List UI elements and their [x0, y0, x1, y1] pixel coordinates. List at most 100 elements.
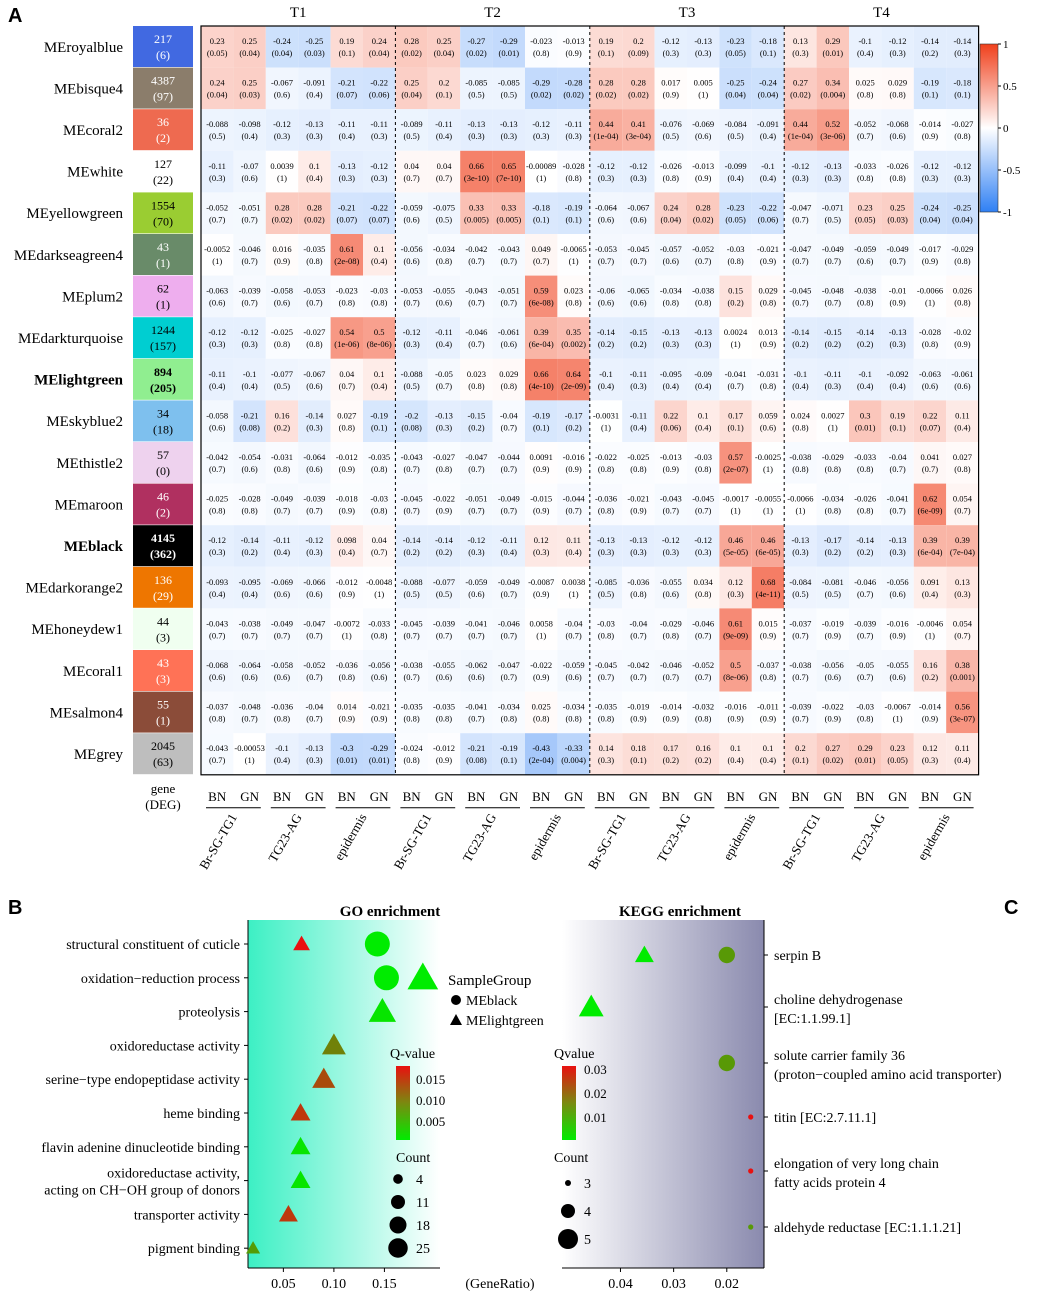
cell-correlation: 0.52	[825, 119, 840, 129]
heatmap-cell	[233, 234, 266, 276]
colorbar	[979, 43, 999, 213]
cell-pvalue: (0.2)	[468, 422, 484, 432]
heatmap-cell	[881, 317, 914, 359]
colorbar-tick-label: 1	[1003, 39, 1009, 51]
heatmap-cell	[913, 483, 947, 526]
cell-pvalue: (0.7)	[468, 506, 484, 516]
cell-correlation: -0.067	[627, 202, 649, 212]
go-term-label: transporter activity	[134, 1208, 240, 1223]
cell-correlation: 0.029	[499, 369, 518, 379]
cell-correlation: -0.034	[822, 494, 845, 504]
cell-correlation: -0.13	[597, 535, 615, 545]
cell-correlation: -0.02	[954, 327, 972, 337]
cell-correlation: 0.18	[631, 743, 646, 753]
module-name: MEplum2	[62, 289, 123, 305]
go-term-label: pigment binding	[148, 1242, 240, 1257]
heatmap-cell	[751, 733, 785, 775]
heatmap-cell	[849, 275, 882, 318]
cell-pvalue: (0.7)	[727, 381, 743, 391]
heatmap-cell	[622, 358, 655, 401]
module-deg-count: (1)	[156, 714, 170, 728]
cell-correlation: -0.13	[889, 327, 907, 337]
cell-correlation: 0.25	[890, 202, 905, 212]
heatmap-cell	[849, 109, 882, 151]
cell-pvalue: (0.8)	[598, 714, 614, 724]
heatmap-cell	[719, 608, 752, 650]
module-gene-count: 136	[154, 573, 172, 587]
cell-correlation: 0.3	[860, 410, 871, 420]
go-point-triangle	[290, 1136, 311, 1155]
heatmap-cell	[201, 650, 234, 692]
heatmap-cell	[492, 525, 525, 567]
cell-correlation: -0.0048	[366, 577, 392, 587]
cell-pvalue: (0.7)	[339, 381, 355, 391]
cell-pvalue: (0.3)	[695, 547, 711, 557]
cell-correlation: -0.085	[498, 78, 520, 88]
cell-pvalue: (0.7)	[857, 589, 873, 599]
cell-pvalue: (0.04)	[725, 90, 746, 100]
module-deg-count: (3)	[156, 630, 170, 644]
cell-pvalue: (0.7)	[922, 464, 938, 474]
cell-pvalue: (0.3)	[889, 547, 905, 557]
cell-correlation: 0.61	[339, 244, 354, 254]
cell-pvalue: (8e-06)	[723, 672, 748, 682]
cell-pvalue: (0.8)	[371, 464, 387, 474]
heatmap-cell	[849, 566, 882, 609]
cell-pvalue: (0.9)	[727, 714, 743, 724]
heatmap-cell	[363, 691, 396, 734]
cell-pvalue: (0.8)	[630, 464, 646, 474]
cell-correlation: -0.15	[630, 327, 648, 337]
heatmap-cell	[201, 358, 234, 401]
heatmap-cell	[622, 483, 655, 526]
heatmap-cell	[654, 691, 687, 734]
heatmap-cell	[946, 442, 979, 484]
cell-pvalue: (0.04)	[369, 48, 390, 58]
cell-correlation: 0.04	[437, 161, 453, 171]
panel-label-a: A	[8, 5, 22, 27]
cell-pvalue: (0.5)	[598, 589, 614, 599]
heatmap-cell	[784, 566, 817, 609]
cell-correlation: -0.0017	[722, 494, 748, 504]
tissue-label: Br-SG-TG1	[196, 811, 240, 872]
heatmap-cell	[881, 566, 914, 609]
cell-pvalue: (0.8)	[274, 339, 290, 349]
heatmap-cell	[654, 442, 687, 484]
cell-pvalue: (0.7)	[630, 672, 646, 682]
heatmap-cell	[492, 650, 525, 692]
heatmap-cell	[363, 608, 396, 650]
cell-correlation: -0.12	[597, 161, 615, 171]
cell-pvalue: (0.6)	[825, 672, 841, 682]
cell-correlation: 0.091	[920, 577, 939, 587]
cell-pvalue: (0.6)	[695, 131, 711, 141]
cell-correlation: -0.036	[271, 702, 293, 712]
heatmap-cell	[298, 358, 331, 401]
heatmap-cell	[913, 109, 947, 151]
cell-correlation: -0.044	[563, 494, 586, 504]
cell-pvalue: (0.6)	[857, 256, 873, 266]
cell-correlation: -0.03	[856, 702, 874, 712]
cell-correlation: 0.5	[374, 327, 385, 337]
heatmap-cell	[460, 566, 493, 609]
tissue-label: TG23-AG	[848, 811, 888, 865]
heatmap-cell	[427, 192, 461, 234]
cell-correlation: -0.028	[563, 161, 585, 171]
cell-correlation: -0.014	[919, 702, 942, 712]
kegg-term-label: fatty acids protein 4	[774, 1176, 886, 1191]
cell-pvalue: (1)	[536, 630, 546, 640]
cell-pvalue: (0.8)	[339, 422, 355, 432]
heatmap-cell	[395, 400, 428, 442]
module-gene-count: 57	[157, 448, 169, 462]
cell-correlation: 0.23	[890, 743, 905, 753]
module-gene-count: 4145	[151, 531, 175, 545]
condition-label: BN	[467, 789, 486, 804]
heatmap-cell	[687, 234, 720, 276]
cell-correlation: 0.25	[242, 36, 257, 46]
module-deg-count: (2)	[156, 131, 170, 145]
heatmap-cell	[492, 317, 525, 359]
cell-correlation: -0.098	[239, 119, 261, 129]
cell-correlation: -0.0025	[755, 452, 781, 462]
heatmap-cell	[687, 150, 720, 193]
cell-correlation: -0.11	[209, 161, 226, 171]
cell-pvalue: (2e-07)	[723, 464, 748, 474]
go-title: GO enrichment	[340, 904, 440, 920]
